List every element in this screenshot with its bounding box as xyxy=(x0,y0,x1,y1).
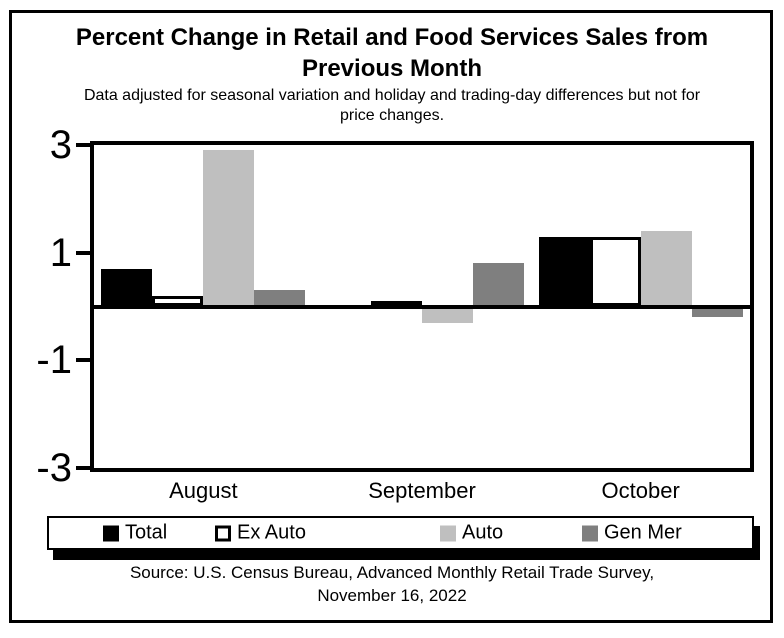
zero-axis-line xyxy=(94,304,750,309)
chart-subtitle-line2: price changes. xyxy=(339,107,445,124)
chart-title: Percent Change in Retail and Food Servic… xyxy=(0,22,784,84)
chart-title-line1: Percent Change in Retail and Food Servic… xyxy=(75,24,709,51)
legend-swatch-total xyxy=(103,525,119,541)
bar-september-gen-mer xyxy=(473,263,524,307)
legend-swatch-auto xyxy=(440,525,456,541)
chart-title-line2: Previous Month xyxy=(301,55,482,82)
legend-label-gen-mer: Gen Mer xyxy=(604,521,682,544)
bar-august-total xyxy=(101,268,153,307)
bar-august-gen-mer xyxy=(254,290,306,307)
legend-label-ex-auto: Ex Auto xyxy=(237,521,306,544)
bar-september-auto xyxy=(422,306,473,323)
y-tick-mark--1 xyxy=(76,358,92,363)
y-tick-label--1: -1 xyxy=(36,338,72,383)
legend-entry-gen-mer: Gen Mer xyxy=(582,522,682,545)
x-axis-label-october: October xyxy=(601,478,680,503)
y-tick-label-1: 1 xyxy=(49,230,72,275)
y-tick-mark-1 xyxy=(76,250,92,255)
source-text-line1: Source: U.S. Census Bureau, Advanced Mon… xyxy=(129,563,655,582)
legend-swatch-ex-auto xyxy=(215,525,231,541)
y-tick-label-3: 3 xyxy=(49,123,72,167)
legend-swatch-gen-mer xyxy=(582,525,598,541)
legend-entry-auto: Auto xyxy=(440,522,503,545)
x-axis-label-august: August xyxy=(169,478,238,503)
legend-label-total: Total xyxy=(125,521,168,544)
y-tick-label--3: -3 xyxy=(36,446,72,490)
bar-october-auto xyxy=(640,231,692,307)
legend-label-auto: Auto xyxy=(462,521,504,544)
bar-october-ex-auto xyxy=(589,236,641,307)
x-axis-label-september: September xyxy=(368,478,476,503)
bar-august-auto xyxy=(203,150,255,307)
y-tick-mark--3 xyxy=(76,466,92,470)
chart-subtitle-line1: Data adjusted for seasonal variation and… xyxy=(83,87,701,104)
legend-entry-total: Total xyxy=(103,522,167,545)
source-text-line2: November 16, 2022 xyxy=(317,586,467,605)
plot-area xyxy=(90,141,754,472)
legend-entry-ex-auto: Ex Auto xyxy=(215,522,306,545)
bar-october-total xyxy=(538,236,590,307)
legend: Total Ex Auto Auto Gen Mer xyxy=(47,516,754,550)
source-text: Source: U.S. Census Bureau, Advanced Mon… xyxy=(0,561,784,607)
bar-october-gen-mer xyxy=(691,306,743,318)
y-tick-mark-3 xyxy=(76,143,92,147)
chart-subtitle: Data adjusted for seasonal variation and… xyxy=(0,86,784,126)
